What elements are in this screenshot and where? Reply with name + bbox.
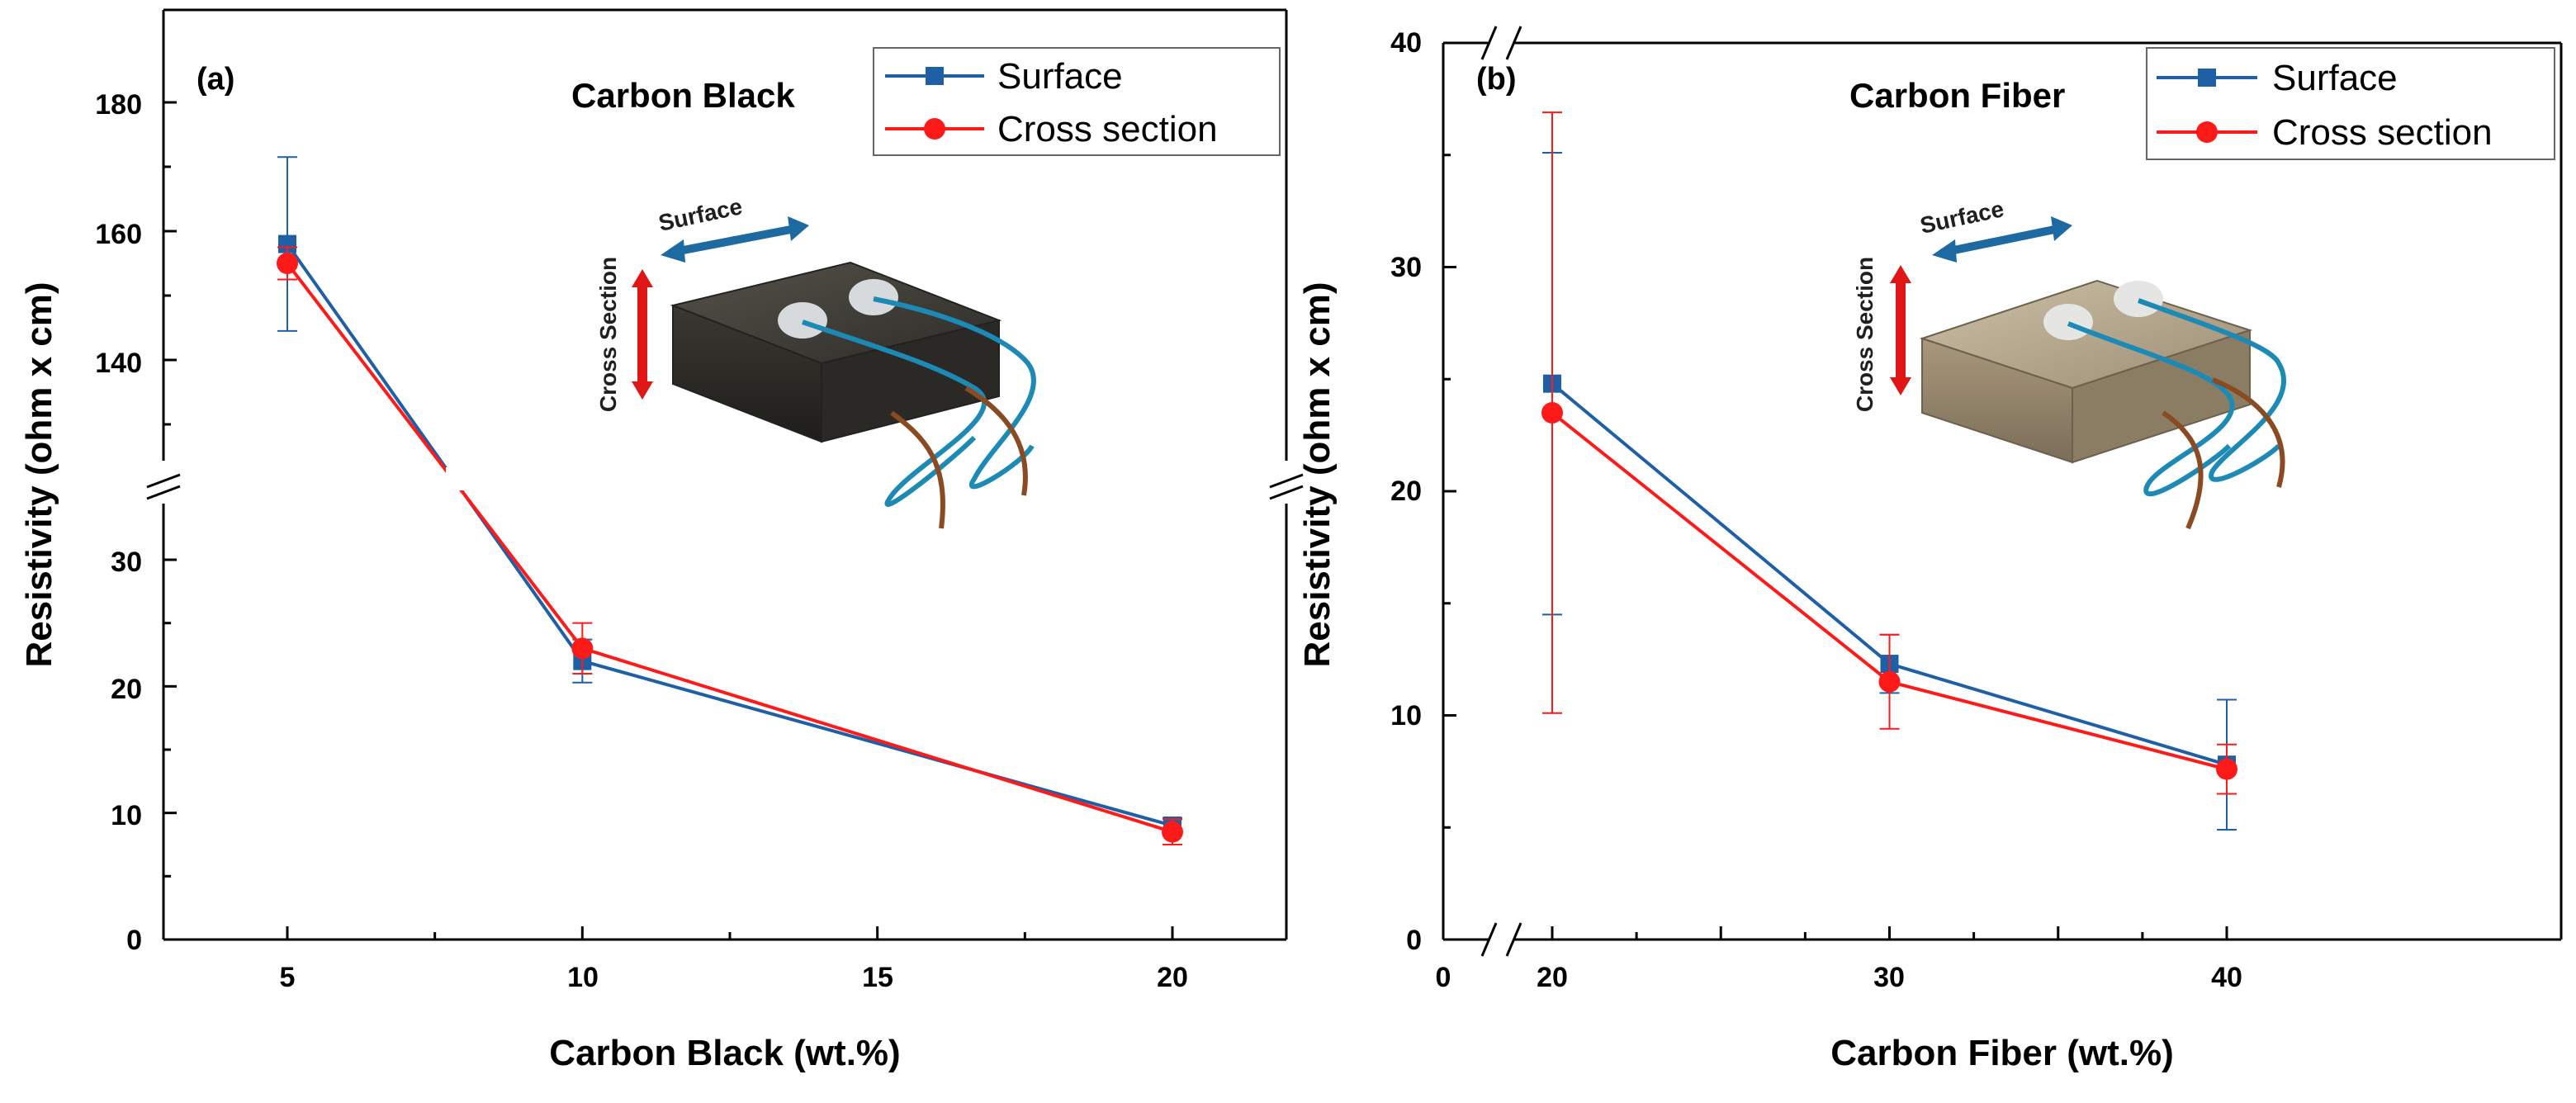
panel-a-data	[277, 156, 1183, 845]
panel-b-ticks	[1442, 41, 2228, 941]
panel-b-legend-marker-surface	[2198, 69, 2216, 87]
panel-b-surface-arrow	[1932, 216, 2072, 263]
panel-a-y-tick-label: 10	[111, 800, 142, 831]
panel-a-y-tick-label: 160	[95, 219, 142, 250]
panel-b-surface-label: Surface	[1918, 196, 2006, 239]
panel-a-legend-box	[873, 47, 1281, 156]
panel-a-point-surface	[278, 234, 296, 253]
panel-a-cross-section-label: Cross Section	[595, 257, 621, 412]
panel-a-x-axis-title: Carbon Black (wt.%)	[549, 1033, 900, 1073]
panel-b-x-tick-label: 0	[1436, 962, 1451, 993]
panel-b-data	[1541, 111, 2237, 831]
panel-b-y-axis-title: Resistivity (ohm x cm)	[1297, 282, 1338, 667]
panel-a-ticks	[163, 101, 1174, 941]
panel-a-legend-marker-surface	[926, 67, 944, 85]
panel-b-cross-section-arrow	[1890, 265, 1911, 395]
panel-a-y-break-marks	[146, 473, 1304, 500]
panel-b-y-tick-label: 40	[1390, 27, 1422, 59]
panel-a-point-cross-section	[277, 253, 298, 274]
panel-b-point-cross-section	[1541, 401, 1563, 424]
panel-a-y-axis-title: Resistivity (ohm x cm)	[19, 282, 59, 667]
panel-a-legend[interactable]: Surface Cross section	[873, 47, 1281, 156]
panel-a-point-cross-section	[1162, 821, 1183, 843]
panel-a-y-tick-label: 140	[95, 348, 142, 379]
panel-b-y-tick-label: 30	[1390, 252, 1422, 283]
panel-a-legend-label-cross: Cross section	[997, 109, 1218, 149]
panel-b-heading: Carbon Fiber	[1849, 76, 2065, 115]
panel-a-specimen-illustration	[670, 261, 1036, 529]
panel-a-y-tick-label: 0	[126, 925, 142, 956]
panel-a-break-gap	[446, 467, 471, 490]
panel-a-heading: Carbon Black	[571, 76, 795, 115]
panel-b-legend-marker-cross	[2196, 121, 2218, 143]
panel-a-y-tick-label: 20	[111, 674, 142, 705]
panel-a-y-tick-label: 180	[95, 89, 142, 121]
panel-a-x-tick-label: 5	[280, 962, 296, 993]
panel-b-specimen-illustration	[1919, 279, 2287, 530]
panel-a-legend-label-surface: Surface	[997, 56, 1123, 97]
panel-b-y-tick-label: 0	[1406, 925, 1422, 956]
panel-a-x-tick-label: 20	[1157, 962, 1188, 993]
panel-b-legend[interactable]: Surface Cross section	[2146, 47, 2555, 160]
panel-a-label: (a)	[197, 62, 234, 97]
panel-b-point-cross-section	[2216, 758, 2237, 780]
panel-a-surface-label: Surface	[656, 193, 745, 236]
panel-b-x-tick-label: 20	[1537, 962, 1568, 993]
panel-b-cross-section-label: Cross Section	[1852, 257, 1878, 412]
panel-a-surface-arrow	[661, 216, 809, 263]
panel-a-y-tick-label: 30	[111, 547, 142, 578]
panel-a-x-tick-label: 15	[862, 962, 893, 993]
panel-b-point-cross-section	[1878, 670, 1901, 693]
panel-a-x-tick-label: 10	[567, 962, 599, 993]
panel-b: 0 20 30 40 50 0 10 20 30 40 Carbon Fiber…	[1297, 26, 2563, 1073]
panel-a-legend-marker-cross	[924, 118, 945, 140]
panel-a-point-cross-section	[571, 637, 594, 660]
panel-b-legend-label-cross: Cross section	[2272, 112, 2493, 153]
panel-b-x-tick-label: 30	[1873, 962, 1905, 993]
panel-b-legend-box	[2146, 47, 2555, 160]
panel-b-legend-label-surface: Surface	[2272, 58, 2398, 98]
panel-a: 5 10 15 20 0 10 20 30 140 160 180 Carbon…	[19, 8, 1304, 1073]
panel-b-x-axis-title: Carbon Fiber (wt.%)	[1830, 1033, 2174, 1073]
panel-b-label: (b)	[1476, 62, 1517, 97]
panel-b-x-break-marks	[1480, 26, 1522, 957]
panel-b-y-tick-label: 10	[1390, 700, 1422, 731]
panel-a-cross-section-arrow	[632, 269, 653, 400]
panel-b-x-tick-label: 40	[2211, 962, 2242, 993]
panel-b-y-tick-label: 20	[1390, 476, 1422, 507]
